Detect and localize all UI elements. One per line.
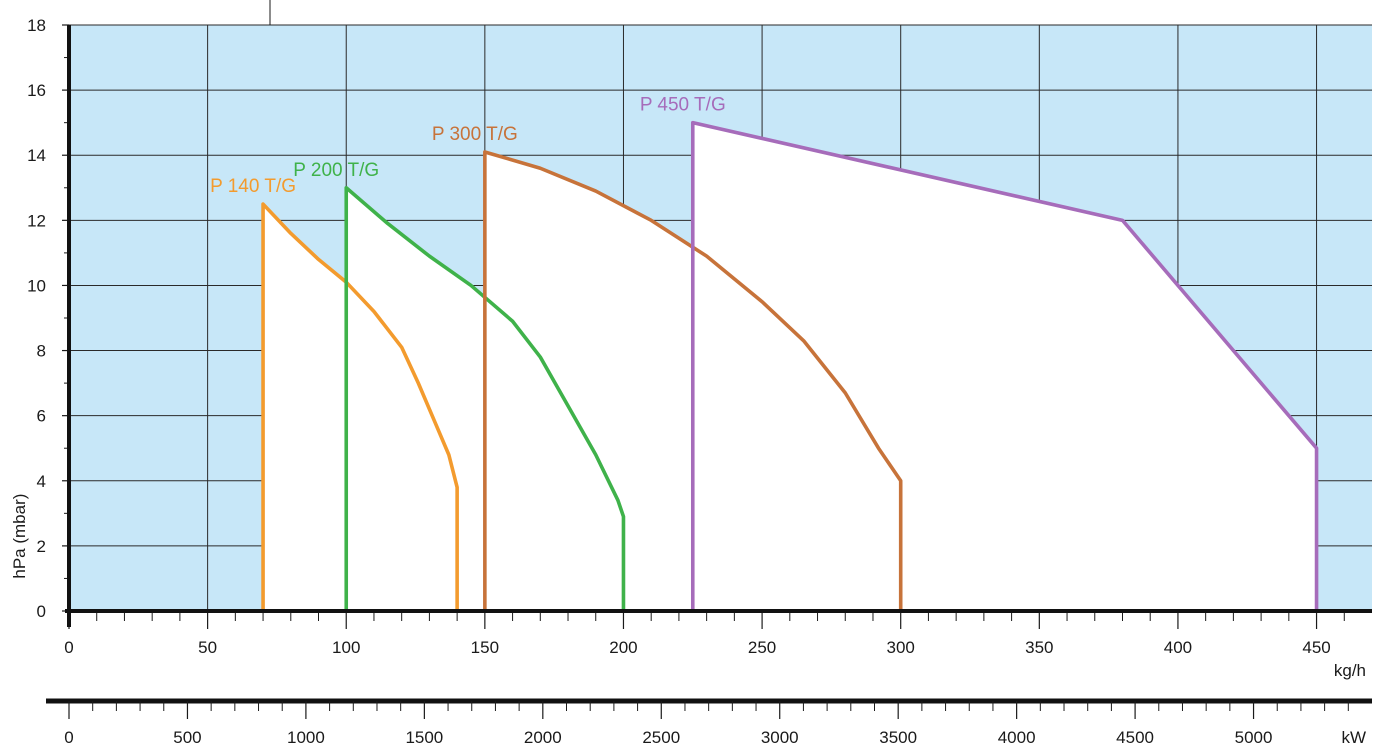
y-tick-label: 0 bbox=[37, 602, 46, 621]
x-tick-label: 250 bbox=[748, 638, 776, 657]
x2-tick-label: 5000 bbox=[1235, 728, 1273, 747]
y-tick-label: 16 bbox=[27, 81, 46, 100]
x-tick-label: 100 bbox=[332, 638, 360, 657]
x-tick-label: 350 bbox=[1025, 638, 1053, 657]
x2-tick-label: 3500 bbox=[879, 728, 917, 747]
x2-tick-label: 500 bbox=[173, 728, 201, 747]
y-tick-label: 12 bbox=[27, 211, 46, 230]
series-line-0 bbox=[261, 202, 459, 611]
x2-tick-label: 3000 bbox=[761, 728, 799, 747]
series-line-3 bbox=[690, 120, 1319, 611]
series-line-1 bbox=[344, 185, 626, 611]
series-label-0: P 140 T/G bbox=[210, 176, 296, 197]
x2-tick-label: 1500 bbox=[405, 728, 443, 747]
y-tick-label: 14 bbox=[27, 146, 46, 165]
x-tick-label: 0 bbox=[64, 638, 73, 657]
y-axis-title: hPa (mbar) bbox=[10, 494, 29, 579]
series-label-3: P 450 T/G bbox=[640, 95, 726, 116]
axes bbox=[46, 0, 1372, 719]
y-tick-label: 6 bbox=[37, 407, 46, 426]
y-tick-label: 8 bbox=[37, 342, 46, 361]
series-labels: P 140 T/GP 200 T/G P 300 T/G P 450 T/G bbox=[210, 95, 726, 197]
x-tick-label: 300 bbox=[887, 638, 915, 657]
y-tick-label: 4 bbox=[37, 472, 46, 491]
x2-tick-label: 4000 bbox=[998, 728, 1036, 747]
x-axis-unit: kg/h bbox=[1334, 661, 1366, 680]
x-tick-label: 200 bbox=[609, 638, 637, 657]
x2-tick-label: 0 bbox=[64, 728, 73, 747]
x2-tick-label: 2000 bbox=[524, 728, 562, 747]
x-tick-label: 450 bbox=[1302, 638, 1330, 657]
series-line-2 bbox=[483, 150, 903, 611]
series-label-2: P 300 T/G bbox=[432, 124, 518, 145]
series-fill-3 bbox=[692, 122, 1317, 612]
y-tick-label: 10 bbox=[27, 276, 46, 295]
x-tick-label: 150 bbox=[471, 638, 499, 657]
series-lines bbox=[261, 120, 1319, 611]
x2-tick-label: 1000 bbox=[287, 728, 325, 747]
x-tick-label: 50 bbox=[198, 638, 217, 657]
x2-axis-unit: kW bbox=[1341, 728, 1366, 747]
x2-tick-label: 4500 bbox=[1116, 728, 1154, 747]
y-tick-label: 18 bbox=[27, 16, 46, 35]
x-tick-label: 400 bbox=[1164, 638, 1192, 657]
x2-tick-label: 2500 bbox=[642, 728, 680, 747]
y-tick-label: 2 bbox=[37, 537, 46, 556]
series-label-1: P 200 T/G bbox=[293, 160, 379, 181]
tick-labels: 0 2 4 6 8 10 12 14 16 18 0 50 100 150 200 250 300 350 400 4… bbox=[27, 16, 1331, 747]
